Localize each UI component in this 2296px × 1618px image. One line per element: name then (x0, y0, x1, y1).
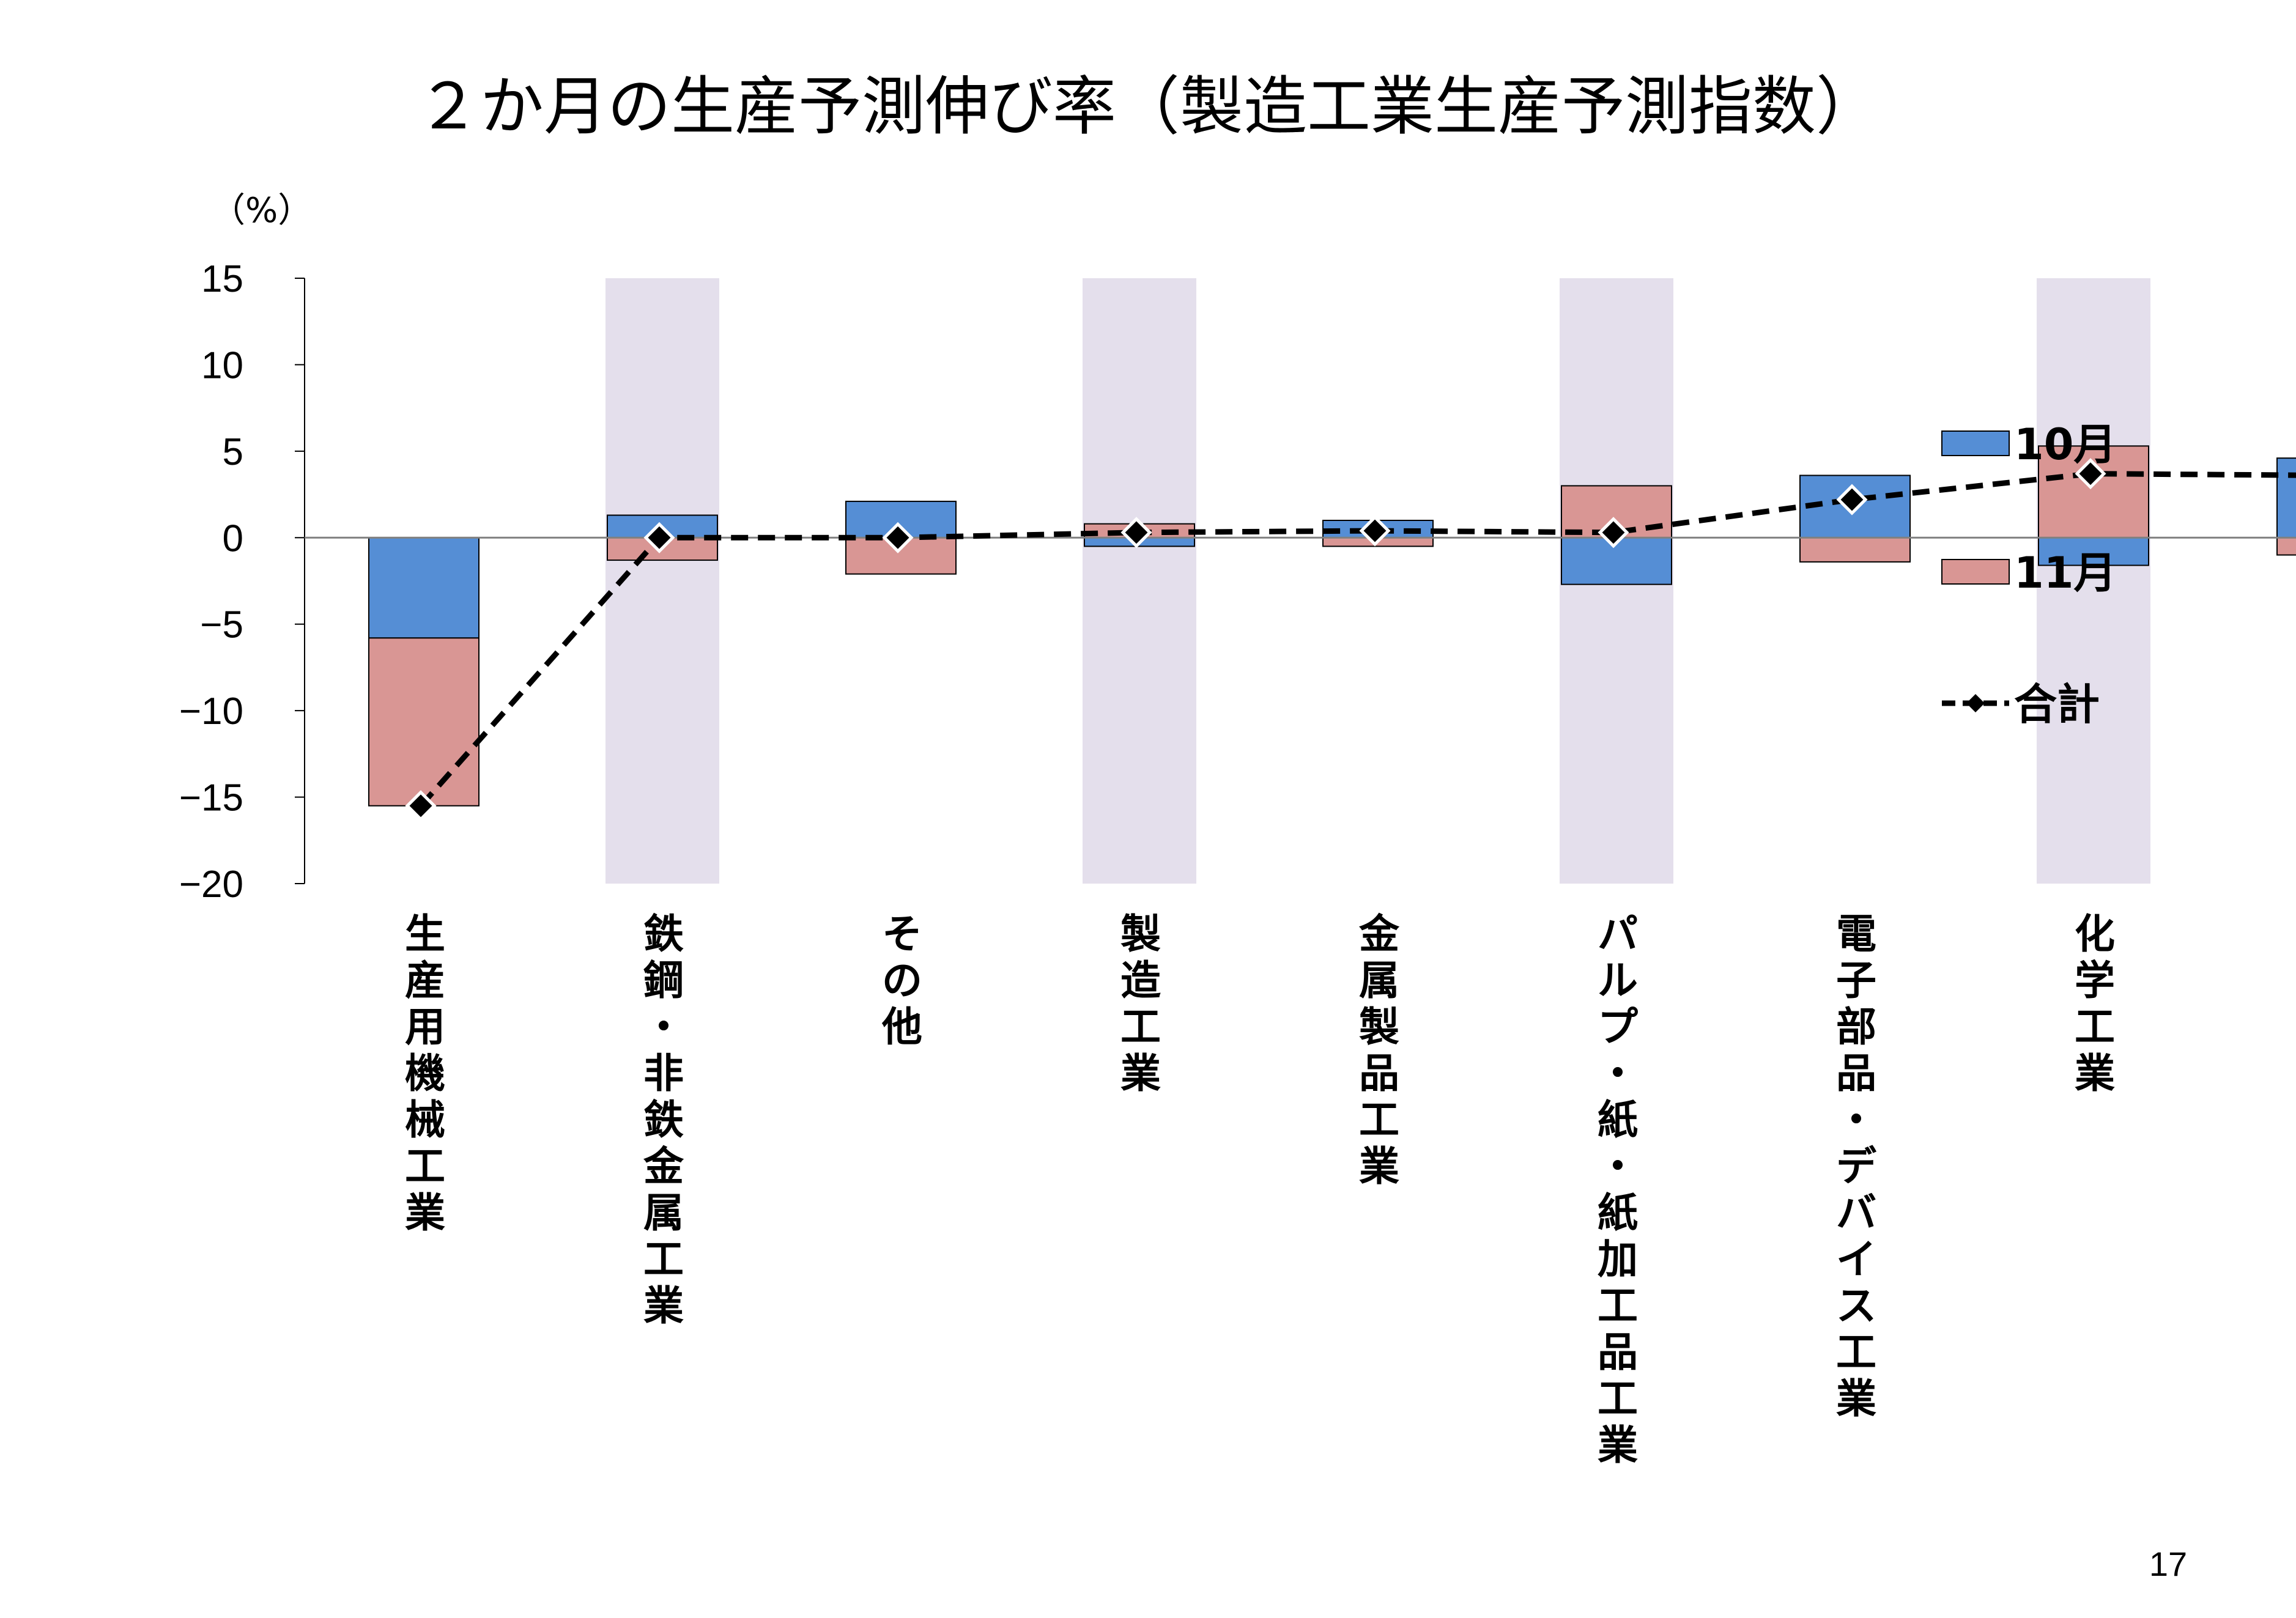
total-line (405, 458, 2296, 822)
legend-label: 11月 (2014, 548, 2116, 598)
total-point (2075, 458, 2106, 490)
y-tick-label: 5 (223, 431, 243, 473)
bars (368, 445, 2296, 807)
axes: 15 10 5 0 −5 −10 −15 −20 (179, 258, 2296, 906)
y-tick-label: −10 (179, 690, 243, 733)
category-label: 生産用機械工業 (405, 911, 445, 1236)
category-band (1083, 278, 1196, 884)
category-label: 電子部品・デバイス工業 (1836, 911, 1876, 1422)
category-band (2037, 278, 2150, 884)
y-tick-label: 10 (201, 344, 243, 386)
total-point (1598, 517, 1629, 549)
category-label: 化学工業 (2075, 911, 2115, 1097)
legend-swatch (1941, 559, 2010, 585)
total-point (1120, 517, 1152, 549)
legend-label: 合計 (2014, 679, 2100, 730)
legend-marker (1966, 694, 1985, 712)
page-number: 17 (2149, 1545, 2187, 1583)
chart-title: ２か月の生産予測伸び率（製造工業生産予測指数） (417, 69, 1879, 144)
y-axis-unit: （%） (211, 191, 312, 231)
category-label: 金属製品工業 (1358, 911, 1400, 1190)
bar-segment (368, 537, 480, 639)
y-tick-label: −5 (200, 604, 243, 646)
category-label: 製造工業 (1120, 911, 1161, 1097)
legend-label: 10月 (2014, 419, 2116, 470)
category-label: パルプ・紙・紙加工品工業 (1598, 911, 1638, 1469)
bar-segment (2276, 457, 2296, 539)
total-point (1836, 484, 1868, 515)
legend-swatch (1941, 430, 2010, 456)
total-point (1359, 515, 1391, 547)
y-tick-label: −20 (179, 863, 243, 906)
category-label: 鉄鋼・非鉄金属工業 (643, 911, 684, 1329)
bar-segment (368, 637, 480, 807)
y-tick-label: −15 (179, 777, 243, 819)
y-tick-label: 0 (223, 517, 243, 560)
bar-segment (1561, 537, 1672, 585)
bar-segment (1799, 537, 1911, 563)
category-labels: 生産用機械工業 鉄鋼・非鉄金属工業 その他 製造工業 金属製品工業 パルプ・紙・紙加工品工… (405, 911, 2115, 1469)
total-point (882, 522, 914, 553)
bar-segment (2276, 537, 2296, 556)
category-label: その他 (881, 911, 922, 1051)
total-point (643, 522, 675, 553)
total-point (405, 790, 437, 822)
total-series-line (418, 471, 2296, 808)
y-tick-label: 15 (201, 258, 243, 300)
